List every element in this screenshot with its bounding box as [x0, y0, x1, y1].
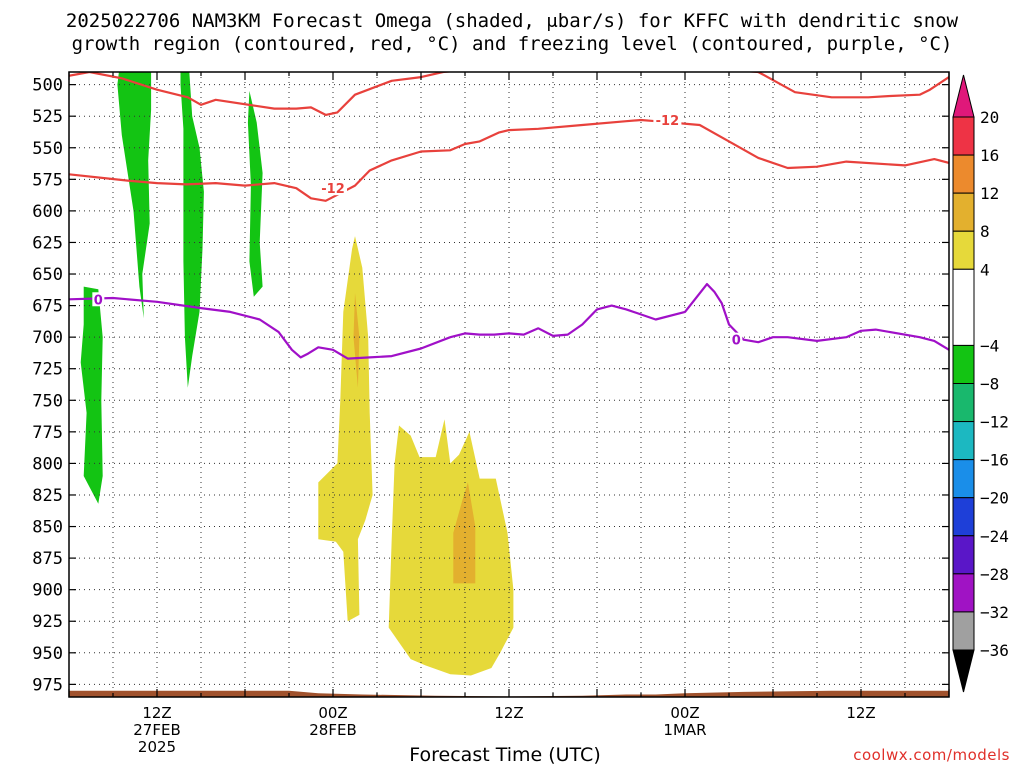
colorbar-label: −28 [980, 565, 1009, 584]
y-tick-label: 975 [32, 675, 63, 695]
y-tick-label: 625 [32, 233, 63, 253]
y-tick-label: 825 [32, 486, 63, 506]
colorbar-label: −20 [980, 489, 1009, 508]
y-tick-label: 800 [32, 454, 63, 474]
colorbar-top-arrow [952, 74, 975, 118]
y-tick-label: 925 [32, 612, 63, 632]
omega-region-rising-2 [117, 72, 152, 319]
credit-link[interactable]: coolwx.com/models [853, 746, 1010, 764]
x-tick-label: 12Z [142, 704, 171, 722]
omega-region-sinking-peak-1 [353, 293, 360, 388]
colorbar-band [952, 230, 975, 270]
plot-area: -12 -12 0 0 [69, 72, 949, 697]
colorbar-label: 12 [980, 184, 999, 203]
contour-label-bg [92, 292, 105, 307]
contour-line [69, 283, 949, 360]
colorbar-label: 8 [980, 222, 990, 241]
colorbar-band [952, 611, 975, 651]
colorbar-band [952, 497, 975, 537]
colorbar-band [952, 192, 975, 232]
x-axis-title: Forecast Time (UTC) [409, 744, 601, 766]
y-tick-label: 575 [32, 170, 63, 190]
y-tick-label: 750 [32, 391, 63, 411]
colorbar-band [952, 268, 975, 346]
y-tick-label: 600 [32, 202, 63, 222]
contour-label-bg [653, 112, 682, 127]
x-tick-label: 00Z [670, 704, 699, 722]
y-tick-label: 850 [32, 518, 63, 538]
colorbar-band [952, 573, 975, 613]
colorbar-band [952, 116, 975, 156]
colorbar-label: 20 [980, 108, 999, 127]
y-tick-label: 900 [32, 581, 63, 601]
colorbar-label: −8 [980, 375, 999, 394]
colorbar-band [952, 344, 975, 384]
x-tick-label: 27FEB [133, 721, 180, 739]
y-tick-label: 775 [32, 423, 63, 443]
colorbar-band [952, 421, 975, 461]
y-tick-label: 950 [32, 644, 63, 664]
colorbar-label: −24 [980, 527, 1009, 546]
contour-label: 0 [94, 293, 103, 308]
contour-label: -12 [321, 182, 345, 197]
colorbar-label: −32 [980, 603, 1009, 622]
omega-region-rising-4 [247, 90, 263, 297]
colorbar-label: 4 [980, 260, 990, 279]
contour-line [69, 72, 949, 116]
colorbar-label: −16 [980, 451, 1009, 470]
x-tick-label: 1MAR [663, 721, 706, 739]
colorbar-band [952, 383, 975, 423]
y-tick-label: 650 [32, 265, 63, 285]
contour-line [69, 118, 949, 202]
y-tick-label: 875 [32, 549, 63, 569]
colorbar-band [952, 154, 975, 194]
y-tick-label: 725 [32, 360, 63, 380]
omega-region-sinking-1 [318, 236, 373, 622]
colorbar-band [952, 535, 975, 575]
contour-label-bg [319, 181, 347, 196]
y-tick-label: 700 [32, 328, 63, 348]
contour-label: -12 [656, 114, 680, 129]
colorbar-label: −4 [980, 336, 999, 355]
x-tick-label: 28FEB [309, 721, 356, 739]
contour-label-bg [730, 332, 743, 347]
y-tick-label: 525 [32, 107, 63, 127]
colorbar-label: −12 [980, 413, 1009, 432]
y-tick-label: 550 [32, 139, 63, 159]
x-tick-label: 12Z [494, 704, 523, 722]
colorbar-bottom-arrow [952, 649, 975, 693]
x-tick-label: 00Z [318, 704, 347, 722]
colorbar-band [952, 459, 975, 499]
contour-label: 0 [732, 334, 741, 349]
omega-region-rising-1 [80, 286, 103, 504]
x-tick-label: 12Z [846, 704, 875, 722]
x-tick-label: 2025 [138, 738, 176, 756]
colorbar-label: 16 [980, 146, 999, 165]
omega-region-sinking-2 [388, 419, 514, 676]
omega-region-rising-3 [180, 72, 204, 388]
y-tick-label: 500 [32, 76, 63, 96]
chart-title-line-2: growth region (contoured, red, °C) and f… [71, 33, 953, 55]
y-tick-label: 675 [32, 297, 63, 317]
colorbar-label: −36 [980, 641, 1009, 660]
chart-title-line-1: 2025022706 NAM3KM Forecast Omega (shaded… [65, 10, 959, 32]
